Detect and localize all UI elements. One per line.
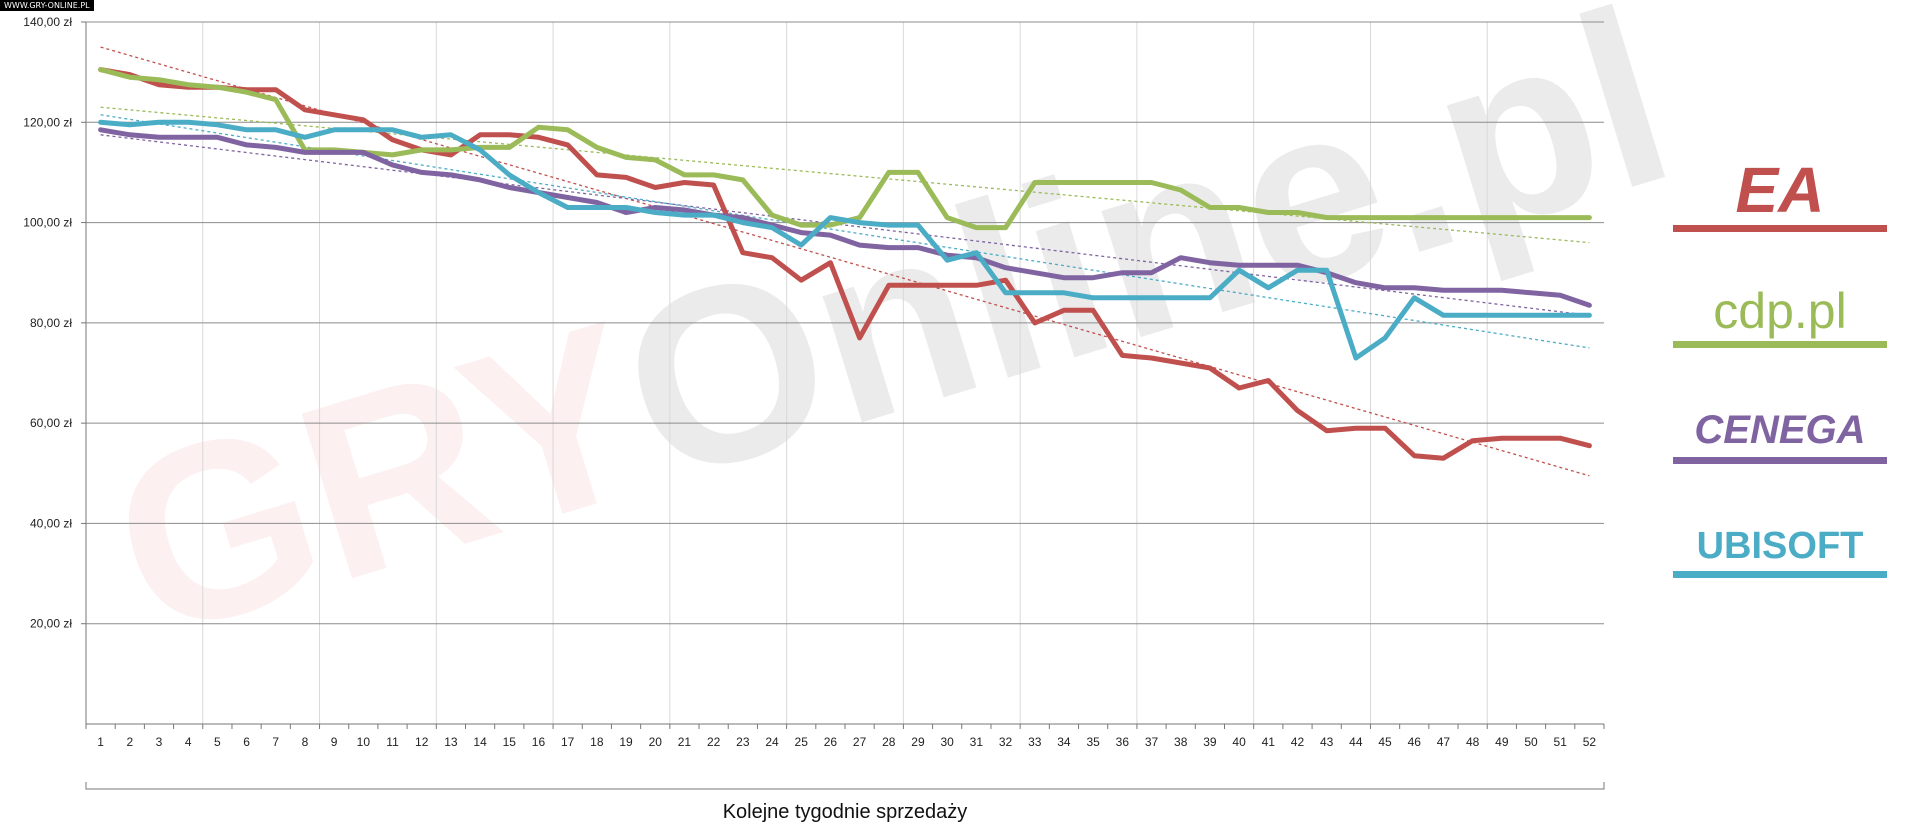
trend-line-cenega bbox=[100, 134, 1590, 316]
x-tick-label: 14 bbox=[473, 735, 487, 749]
logo-ea: EA bbox=[1736, 154, 1825, 226]
x-tick-label: 40 bbox=[1232, 735, 1246, 749]
x-tick-label: 41 bbox=[1262, 735, 1276, 749]
legend-swatch-ea bbox=[1673, 225, 1887, 232]
x-tick-label: 33 bbox=[1028, 735, 1042, 749]
x-tick-label: 30 bbox=[940, 735, 954, 749]
legend-swatch-ubisoft bbox=[1673, 571, 1887, 578]
x-tick-label: 29 bbox=[911, 735, 925, 749]
series-ea bbox=[98, 67, 1592, 461]
x-tick-label: 20 bbox=[649, 735, 663, 749]
chart-axes bbox=[81, 21, 1605, 790]
x-tick-label: 28 bbox=[882, 735, 896, 749]
x-tick-label: 50 bbox=[1524, 735, 1538, 749]
legend-ubisoft: UBISOFT bbox=[1673, 525, 1887, 578]
x-axis-label: Kolejne tygodnie sprzedaży bbox=[723, 801, 968, 823]
y-tick-label: 120,00 zł bbox=[23, 115, 72, 129]
y-tick-label: 20,00 zł bbox=[30, 617, 72, 631]
watermark: GRYOnline.pl bbox=[84, 0, 1698, 691]
y-tick-label: 60,00 zł bbox=[30, 416, 72, 430]
x-tick-label: 22 bbox=[707, 735, 721, 749]
x-tick-label: 8 bbox=[302, 735, 309, 749]
series-ubisoft bbox=[98, 119, 1592, 361]
watermark-part-online: Online bbox=[593, 41, 1418, 535]
x-tick-label: 42 bbox=[1291, 735, 1305, 749]
site-badge: WWW.GRY-ONLINE.PL bbox=[0, 0, 94, 11]
y-tick-label: 80,00 zł bbox=[30, 316, 72, 330]
x-tick-label: 31 bbox=[970, 735, 984, 749]
x-tick-label: 43 bbox=[1320, 735, 1334, 749]
x-tick-label: 47 bbox=[1437, 735, 1451, 749]
x-tick-label: 2 bbox=[126, 735, 133, 749]
series-line-cenega bbox=[98, 127, 1592, 308]
x-tick-label: 6 bbox=[243, 735, 250, 749]
x-tick-label: 25 bbox=[795, 735, 809, 749]
x-tick-label: 35 bbox=[1086, 735, 1100, 749]
logo-cdp-pl: cdp.pl bbox=[1713, 283, 1846, 339]
y-tick-label: 40,00 zł bbox=[30, 516, 72, 530]
series-line-ubisoft bbox=[98, 119, 1592, 361]
legend-cenega: CENEGA bbox=[1673, 408, 1887, 464]
x-tick-label: 51 bbox=[1554, 735, 1568, 749]
x-tick-label: 17 bbox=[561, 735, 575, 749]
x-tick-label: 27 bbox=[853, 735, 867, 749]
x-tick-label: 52 bbox=[1583, 735, 1597, 749]
x-tick-label: 3 bbox=[156, 735, 163, 749]
x-tick-label: 10 bbox=[357, 735, 371, 749]
x-tick-label: 23 bbox=[736, 735, 750, 749]
legend-ea: EA bbox=[1673, 154, 1887, 232]
chart-grid bbox=[86, 21, 1604, 724]
logo-ubisoft: UBISOFT bbox=[1697, 525, 1864, 567]
x-label-bracket bbox=[85, 782, 1605, 790]
x-tick-label: 15 bbox=[503, 735, 517, 749]
watermark-part-gry: GRY bbox=[84, 268, 675, 690]
x-tick-label: 45 bbox=[1378, 735, 1392, 749]
x-tick-label: 4 bbox=[185, 735, 192, 749]
x-tick-label: 21 bbox=[678, 735, 692, 749]
tick-labels: 20,00 zł 40,00 zł 60,00 zł 80,00 zł 100,00 z… bbox=[23, 15, 1596, 823]
x-tick-label: 36 bbox=[1116, 735, 1130, 749]
x-tick-label: 5 bbox=[214, 735, 221, 749]
legend-cdp-pl: cdp.pl bbox=[1673, 283, 1887, 348]
x-tick-label: 44 bbox=[1349, 735, 1363, 749]
x-tick-label: 49 bbox=[1495, 735, 1509, 749]
x-tick-label: 37 bbox=[1145, 735, 1159, 749]
x-tick-label: 24 bbox=[765, 735, 779, 749]
x-tick-label: 19 bbox=[619, 735, 633, 749]
legend-swatch-cenega bbox=[1673, 457, 1887, 464]
x-tick-label: 38 bbox=[1174, 735, 1188, 749]
x-tick-label: 32 bbox=[999, 735, 1013, 749]
series-line-ea bbox=[98, 67, 1592, 461]
watermark-text: GRYOnline.pl bbox=[84, 0, 1698, 691]
legend-logos: EA cdp.pl CENEGA UBISOFT bbox=[1673, 154, 1887, 578]
x-tick-label: 7 bbox=[272, 735, 279, 749]
logo-cenega: CENEGA bbox=[1694, 408, 1865, 452]
x-tick-label: 26 bbox=[824, 735, 838, 749]
x-tick-label: 9 bbox=[331, 735, 338, 749]
y-tick-label: 100,00 zł bbox=[23, 216, 72, 230]
x-tick-label: 48 bbox=[1466, 735, 1480, 749]
x-tick-label: 39 bbox=[1203, 735, 1217, 749]
x-tick-label: 12 bbox=[415, 735, 429, 749]
y-tick-label: 140,00 zł bbox=[23, 15, 72, 29]
legend-swatch-cdp-pl bbox=[1673, 341, 1887, 348]
x-tick-label: 16 bbox=[532, 735, 546, 749]
x-tick-label: 11 bbox=[386, 735, 399, 749]
x-tick-label: 18 bbox=[590, 735, 604, 749]
x-tick-label: 34 bbox=[1057, 735, 1071, 749]
series-lines bbox=[98, 67, 1592, 461]
x-tick-label: 1 bbox=[97, 735, 104, 749]
x-tick-label: 13 bbox=[444, 735, 458, 749]
series-cenega bbox=[98, 127, 1592, 308]
x-tick-label: 46 bbox=[1408, 735, 1422, 749]
